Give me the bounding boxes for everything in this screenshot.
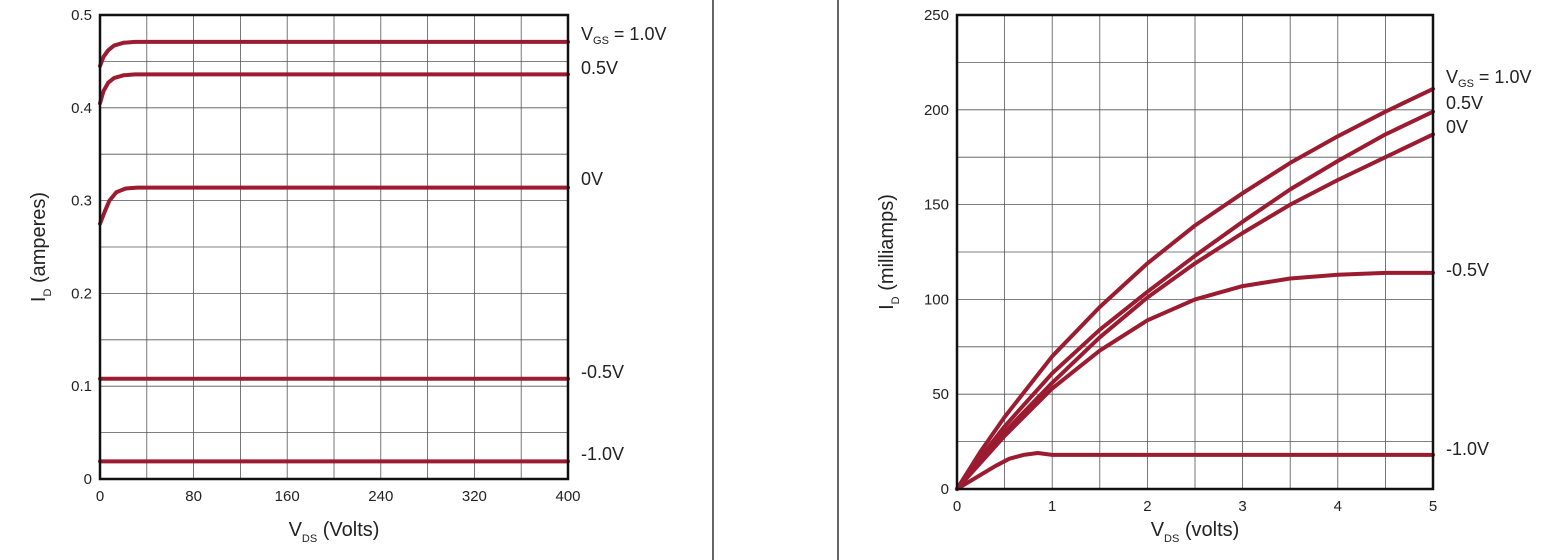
plot-frame (955, 13, 1435, 491)
x-tick-label: 3 (1238, 498, 1246, 515)
y-tick-label: 0 (941, 481, 949, 498)
series-line-0 (98, 39, 570, 68)
y-tick-label: 0.1 (71, 378, 92, 395)
x-tick-label: 240 (368, 488, 393, 505)
y-tick-label: 0.4 (71, 100, 92, 117)
y-tick-label: 100 (924, 291, 949, 308)
x-tick-label: 4 (1334, 498, 1342, 515)
y-tick-label: 250 (924, 7, 949, 24)
series-line-3 (955, 270, 1435, 491)
series-label-2: 0V (581, 169, 603, 189)
x-tick-label: 160 (275, 488, 300, 505)
y-tick-label: 200 (924, 102, 949, 119)
series-label-1: 0.5V (581, 58, 618, 78)
series-line-4 (955, 451, 1435, 491)
y-tick-label: 0.2 (71, 285, 92, 302)
series-label-0: VGS = 1.0V (581, 24, 666, 47)
x-tick-label: 400 (555, 488, 580, 505)
y-tick-label: 0.3 (71, 193, 92, 210)
series-line-1 (955, 109, 1435, 491)
x-tick-label: 5 (1429, 498, 1437, 515)
x-axis-label: VDS (Volts) (289, 519, 380, 545)
x-tick-label: 0 (953, 498, 961, 515)
x-tick-label: 0 (96, 488, 104, 505)
x-tick-label: 1 (1048, 498, 1056, 515)
series-label-4: -1.0V (1446, 439, 1489, 459)
y-axis-label: ID (milliamps) (876, 194, 902, 310)
x-tick-label: 2 (1143, 498, 1151, 515)
y-axis-label: ID (amperes) (28, 192, 54, 302)
series-label-3: -0.5V (1446, 260, 1489, 280)
chart-id-vs-vds-amperes: 0 80 160 240 320 400 0 0.1 0.2 0.3 0.4 0.5 VDS (Volt… (28, 7, 666, 545)
y-tick-label: 0.5 (71, 7, 92, 24)
x-tick-label: 80 (185, 488, 202, 505)
series-line-2 (98, 185, 570, 226)
series-label-2: 0V (1446, 117, 1468, 137)
series-line-1 (98, 72, 570, 106)
series-label-4: -1.0V (581, 444, 624, 464)
y-tick-label: 0 (84, 471, 92, 488)
series-line-2 (955, 132, 1435, 491)
x-tick-label: 320 (462, 488, 487, 505)
y-tick-label: 50 (932, 386, 949, 403)
series-label-3: -0.5V (581, 362, 624, 382)
series-label-0: VGS = 1.0V (1446, 67, 1531, 90)
plot-frame (98, 13, 570, 481)
y-tick-label: 150 (924, 197, 949, 214)
x-axis-label: VDS (volts) (1151, 519, 1240, 545)
series-line-0 (955, 86, 1435, 491)
series-label-1: 0.5V (1446, 93, 1483, 113)
